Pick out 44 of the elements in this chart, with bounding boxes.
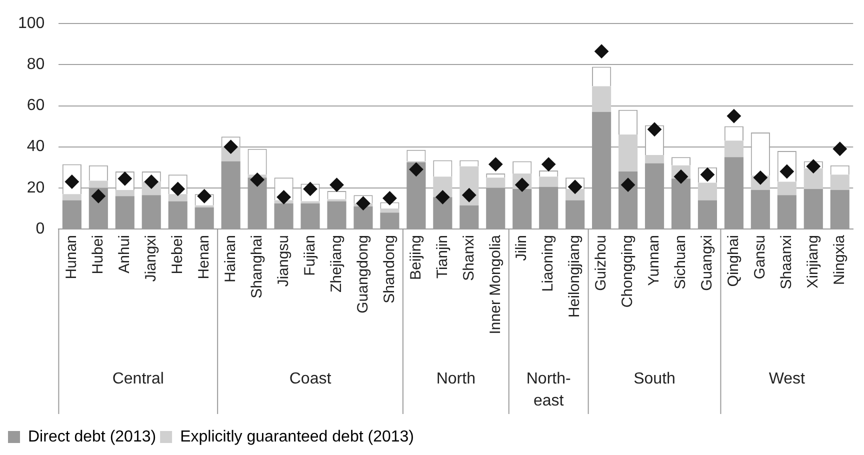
x-tick-label: Xinjiang <box>804 235 822 288</box>
x-tick-label: Fujian <box>301 235 318 276</box>
x-tick-label: Jiangsu <box>274 235 292 287</box>
legend-label: Direct debt (2013) <box>28 428 156 446</box>
x-tick-label: Jilin <box>513 235 530 261</box>
y-tick-label: 80 <box>26 56 45 74</box>
x-tick-label: Shandong <box>380 235 398 304</box>
x-tick-label: Gansu <box>752 235 769 280</box>
x-tick-label: Guangdong <box>354 235 372 314</box>
text: Central <box>112 370 164 388</box>
x-tick-label: Hainan <box>222 235 239 283</box>
text: Coast <box>289 370 332 388</box>
x-tick-label: Shaanxi <box>778 235 796 290</box>
y-tick-label: 60 <box>26 97 45 114</box>
y-tick-label: 0 <box>36 220 45 238</box>
y-tick-label: 20 <box>26 179 45 196</box>
x-tick-label: Hunan <box>63 235 80 280</box>
x-tick-label: Henan <box>195 235 212 280</box>
x-tick-label: Ningxia <box>831 234 848 286</box>
x-tick-label: Shanxi <box>460 235 478 281</box>
x-tick-label: Zhejiang <box>328 235 345 293</box>
x-tick-label: Guizhou <box>592 235 610 291</box>
x-tick-label: Heilongjiang <box>566 235 584 318</box>
x-tick-label: Sichuan <box>672 235 690 290</box>
x-tick-label: Shanghai <box>248 235 266 298</box>
text: North-east <box>526 370 571 410</box>
x-tick-label: Anhui <box>116 235 134 274</box>
x-tick-label: Tianjin <box>434 235 451 279</box>
x-tick-label: Beijing <box>407 235 424 280</box>
x-tick-label: Yunnan <box>646 235 663 286</box>
text: South <box>634 370 676 388</box>
x-tick-label: Qinghai <box>725 235 742 287</box>
y-tick-label: 40 <box>26 138 45 156</box>
x-tick-label: Inner Mongolia <box>486 234 504 334</box>
x-tick-label: Hebei <box>169 235 186 274</box>
x-tick-label: Jiangxi <box>142 235 160 282</box>
x-tick-label: Hubei <box>90 235 107 274</box>
text: West <box>768 370 806 388</box>
text: North <box>436 370 476 388</box>
x-tick-label: Guangxi <box>698 235 716 291</box>
legend-label: Explicitly guaranteed debt (2013) <box>180 428 414 446</box>
y-tick-label: 100 <box>18 15 45 32</box>
x-tick-label: Liaoning <box>540 235 557 292</box>
x-tick-label: Chongqing <box>619 235 636 308</box>
